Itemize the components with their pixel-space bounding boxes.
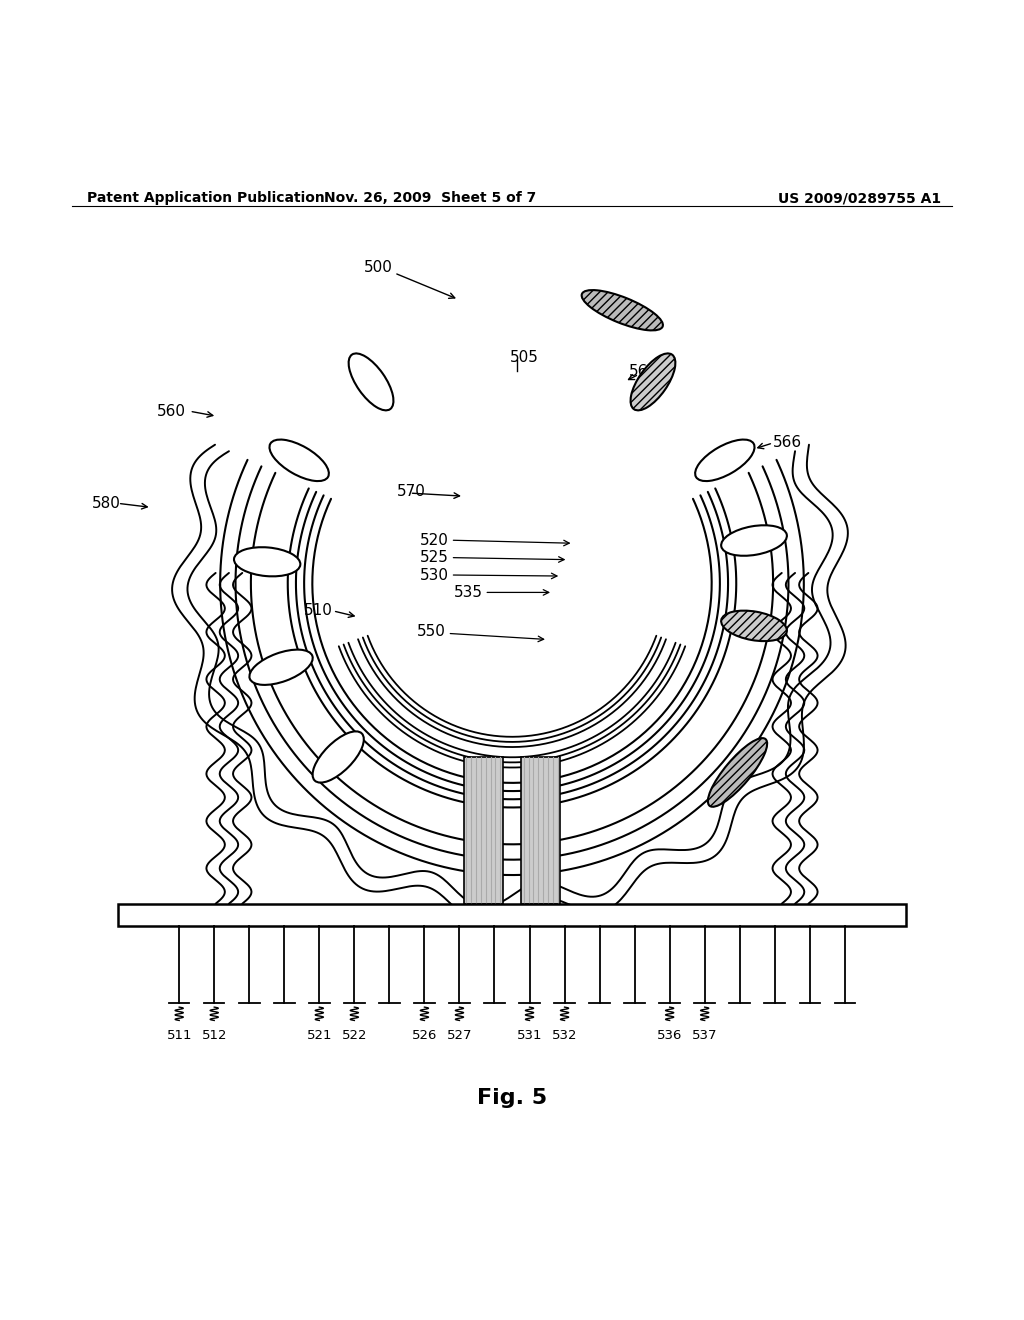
Text: 535: 535 [455,585,483,599]
Text: 505: 505 [510,350,539,366]
Text: 522: 522 [342,1028,368,1041]
Ellipse shape [721,611,786,642]
Ellipse shape [312,731,364,783]
Ellipse shape [708,738,767,807]
Text: 521: 521 [306,1028,332,1041]
Bar [118,904,906,927]
Ellipse shape [631,354,676,411]
Text: 530: 530 [420,568,449,582]
Text: Patent Application Publication: Patent Application Publication [87,191,325,205]
Text: 550: 550 [417,624,445,639]
Text: 527: 527 [446,1028,472,1041]
Text: 537: 537 [692,1028,718,1041]
Text: 500: 500 [364,260,392,276]
Ellipse shape [582,290,663,330]
Bar [521,758,560,904]
Ellipse shape [269,440,329,480]
Text: 512: 512 [202,1028,227,1041]
Ellipse shape [348,354,393,411]
Text: Nov. 26, 2009  Sheet 5 of 7: Nov. 26, 2009 Sheet 5 of 7 [324,191,537,205]
Text: 536: 536 [657,1028,682,1041]
Ellipse shape [721,525,786,556]
Text: 520: 520 [420,533,449,548]
Text: 566: 566 [773,436,802,450]
Text: 580: 580 [92,496,121,511]
Bar [464,758,503,904]
Ellipse shape [695,440,755,480]
Text: 532: 532 [552,1028,578,1041]
Text: 531: 531 [517,1028,543,1041]
Text: 526: 526 [412,1028,437,1041]
Text: 511: 511 [167,1028,191,1041]
Text: Fig. 5: Fig. 5 [477,1088,547,1109]
Text: 563: 563 [629,364,657,379]
Text: 510: 510 [304,603,333,618]
Text: 560: 560 [157,404,185,418]
Text: US 2009/0289755 A1: US 2009/0289755 A1 [778,191,941,205]
Ellipse shape [250,649,312,685]
Ellipse shape [234,548,300,577]
Text: 570: 570 [397,483,426,499]
Text: 525: 525 [420,550,449,565]
